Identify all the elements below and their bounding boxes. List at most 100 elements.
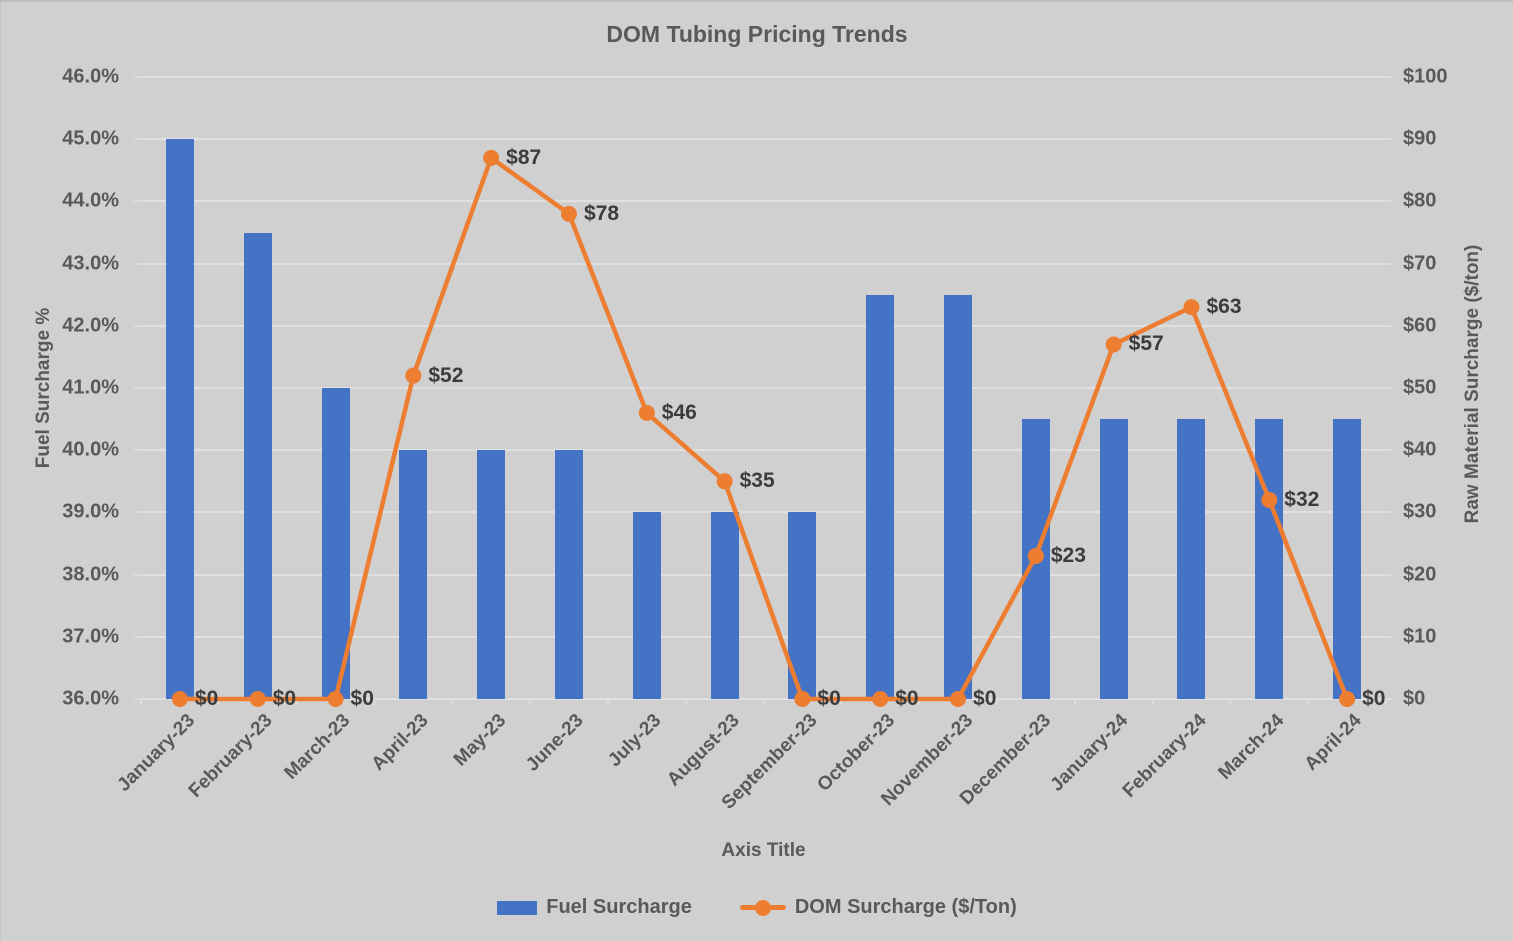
y-axis-tick <box>134 698 141 700</box>
x-tick-label: April-24 <box>1301 710 1366 775</box>
line-point <box>1261 491 1278 508</box>
y-axis-tick <box>1386 635 1393 638</box>
legend-item-fuel-surcharge: Fuel Surcharge <box>497 896 692 919</box>
line-point <box>171 691 188 707</box>
bar <box>1333 419 1362 699</box>
y-axis-tick <box>1386 698 1393 700</box>
y-axis-tick <box>134 635 141 638</box>
line-point <box>638 404 655 421</box>
y-right-tick-label: $30 <box>1403 500 1437 523</box>
data-label: $35 <box>739 469 775 493</box>
x-axis-tick <box>217 699 220 705</box>
y-axis-tick <box>1386 138 1393 141</box>
y-axis-tick <box>134 262 141 265</box>
data-label: $0 <box>817 687 841 710</box>
plot-area: $0 $0 $0 $52 $87 $78 $46 $35 $0 $0 $0 $23 $57 $63 $32 $… <box>134 76 1393 710</box>
x-axis-tick <box>1229 699 1232 705</box>
line-point <box>1027 547 1044 564</box>
bar <box>399 450 428 699</box>
y-right-tick-label: $40 <box>1403 438 1437 461</box>
bar <box>1255 419 1284 699</box>
x-axis-tick <box>1151 699 1154 705</box>
data-label: $63 <box>1206 295 1242 319</box>
y-axis-left-title: Fuel Surcharge % <box>33 307 54 469</box>
line-point <box>1105 336 1122 353</box>
y-axis-right-title: Raw Material Surcharge ($/ton) <box>1462 244 1483 524</box>
y-left-tick-label: 46.0% <box>62 65 119 88</box>
bar <box>321 388 350 699</box>
bar <box>165 139 194 699</box>
y-left-tick-label: 38.0% <box>62 563 119 586</box>
bar-swatch-icon <box>497 900 538 915</box>
y-axis-tick <box>1386 76 1393 78</box>
y-left-tick-label: 44.0% <box>62 189 119 212</box>
y-left-tick-label: 41.0% <box>62 376 119 399</box>
y-left-tick-label: 36.0% <box>62 687 119 710</box>
data-label: $87 <box>506 145 542 169</box>
x-tick-label: January-24 <box>1046 710 1133 796</box>
gridline <box>141 76 1386 78</box>
gridline <box>141 138 1386 141</box>
gridline <box>141 387 1386 389</box>
y-axis-tick <box>134 573 141 576</box>
line-point <box>872 691 889 707</box>
data-label: $23 <box>1050 543 1086 567</box>
data-label: $32 <box>1284 487 1320 511</box>
y-left-tick-label: 39.0% <box>62 500 119 523</box>
x-tick-label: April-23 <box>367 710 433 775</box>
legend: Fuel Surcharge DOM Surcharge ($/Ton) <box>1 896 1513 919</box>
bar <box>866 294 895 699</box>
line-series <box>171 149 1356 707</box>
y-right-tick-label: $80 <box>1403 189 1437 212</box>
gridline <box>141 635 1386 638</box>
x-tick-label: June-23 <box>522 710 588 776</box>
y-axis-tick <box>1386 511 1393 514</box>
y-axis-tick <box>1386 573 1393 576</box>
line-point <box>249 691 266 707</box>
line-point <box>405 367 422 384</box>
y-axis-tick <box>134 200 141 203</box>
x-axis-tick <box>1307 699 1310 705</box>
bar <box>554 450 583 699</box>
y-axis-tick <box>1386 324 1393 327</box>
line-marker-swatch-icon <box>739 899 786 916</box>
line-path <box>179 155 1350 702</box>
gridline <box>141 200 1386 203</box>
line-point <box>327 691 344 707</box>
y-right-tick-label: $10 <box>1403 625 1437 648</box>
y-axis-tick <box>1386 200 1393 203</box>
y-axis-tick <box>134 76 141 78</box>
gridline <box>141 449 1386 452</box>
x-axis-tick <box>606 699 609 705</box>
y-left-tick-label: 45.0% <box>62 127 119 150</box>
data-label: $0 <box>272 687 297 710</box>
y-left-tick-label: 37.0% <box>62 625 119 648</box>
bar <box>944 294 973 699</box>
data-label: $46 <box>661 400 697 424</box>
bar <box>710 512 739 699</box>
x-tick-label: February-24 <box>1118 710 1211 802</box>
gridline <box>141 511 1386 514</box>
x-axis-tick <box>684 699 687 705</box>
y-axis-tick <box>1386 449 1393 452</box>
x-axis-tick <box>1385 699 1387 705</box>
gridline <box>141 262 1386 265</box>
y-axis-tick <box>134 387 141 389</box>
y-axis-tick <box>134 511 141 514</box>
x-axis-tick <box>995 699 998 705</box>
x-tick-label: October-23 <box>813 710 900 796</box>
data-label: $0 <box>1362 687 1386 710</box>
y-axis-tick <box>1386 387 1393 389</box>
line-point <box>483 149 500 166</box>
line-point <box>560 205 577 222</box>
line-point <box>794 691 811 707</box>
y-left-tick-label: 42.0% <box>62 314 119 337</box>
y-axis-tick <box>134 449 141 452</box>
x-axis-tick <box>295 699 298 705</box>
chart-title: DOM Tubing Pricing Trends <box>606 21 908 47</box>
x-axis-tick <box>140 699 142 705</box>
x-axis-title: Axis Title <box>721 840 806 861</box>
data-label: $57 <box>1128 332 1164 356</box>
y-right-tick-label: $60 <box>1403 314 1437 337</box>
